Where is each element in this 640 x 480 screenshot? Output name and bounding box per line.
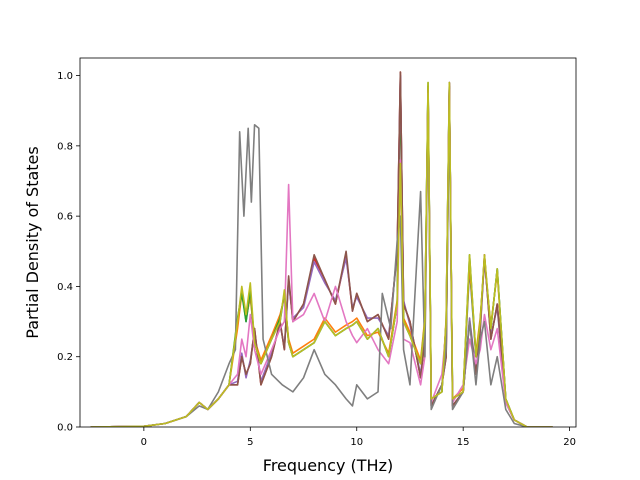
y-tick-label: 1.0 [57,71,73,82]
x-tick-label: 20 [563,437,576,448]
y-tick-label: 0.6 [57,212,73,223]
x-tick-label: 15 [457,437,470,448]
x-tick-label: 5 [247,437,253,448]
x-tick-label: 0 [141,437,147,448]
series-layer [90,71,553,427]
y-tick-label: 0.4 [57,282,73,293]
y-tick-label: 0.2 [57,352,73,363]
y-axis-label: Partial Density of States [23,146,42,338]
y-tick-label: 0.8 [57,141,73,152]
x-axis-label: Frequency (THz) [263,456,393,475]
series-line-8 [90,95,553,427]
x-axis-ticks: 0 5 10 15 20 [141,427,576,448]
axes-frame [79,57,577,428]
y-axis-ticks: 0.0 0.2 0.4 0.6 0.8 1.0 [57,71,80,434]
x-tick-label: 10 [350,437,363,448]
y-tick-label: 0.0 [57,423,73,434]
series-line-9 [90,81,553,427]
